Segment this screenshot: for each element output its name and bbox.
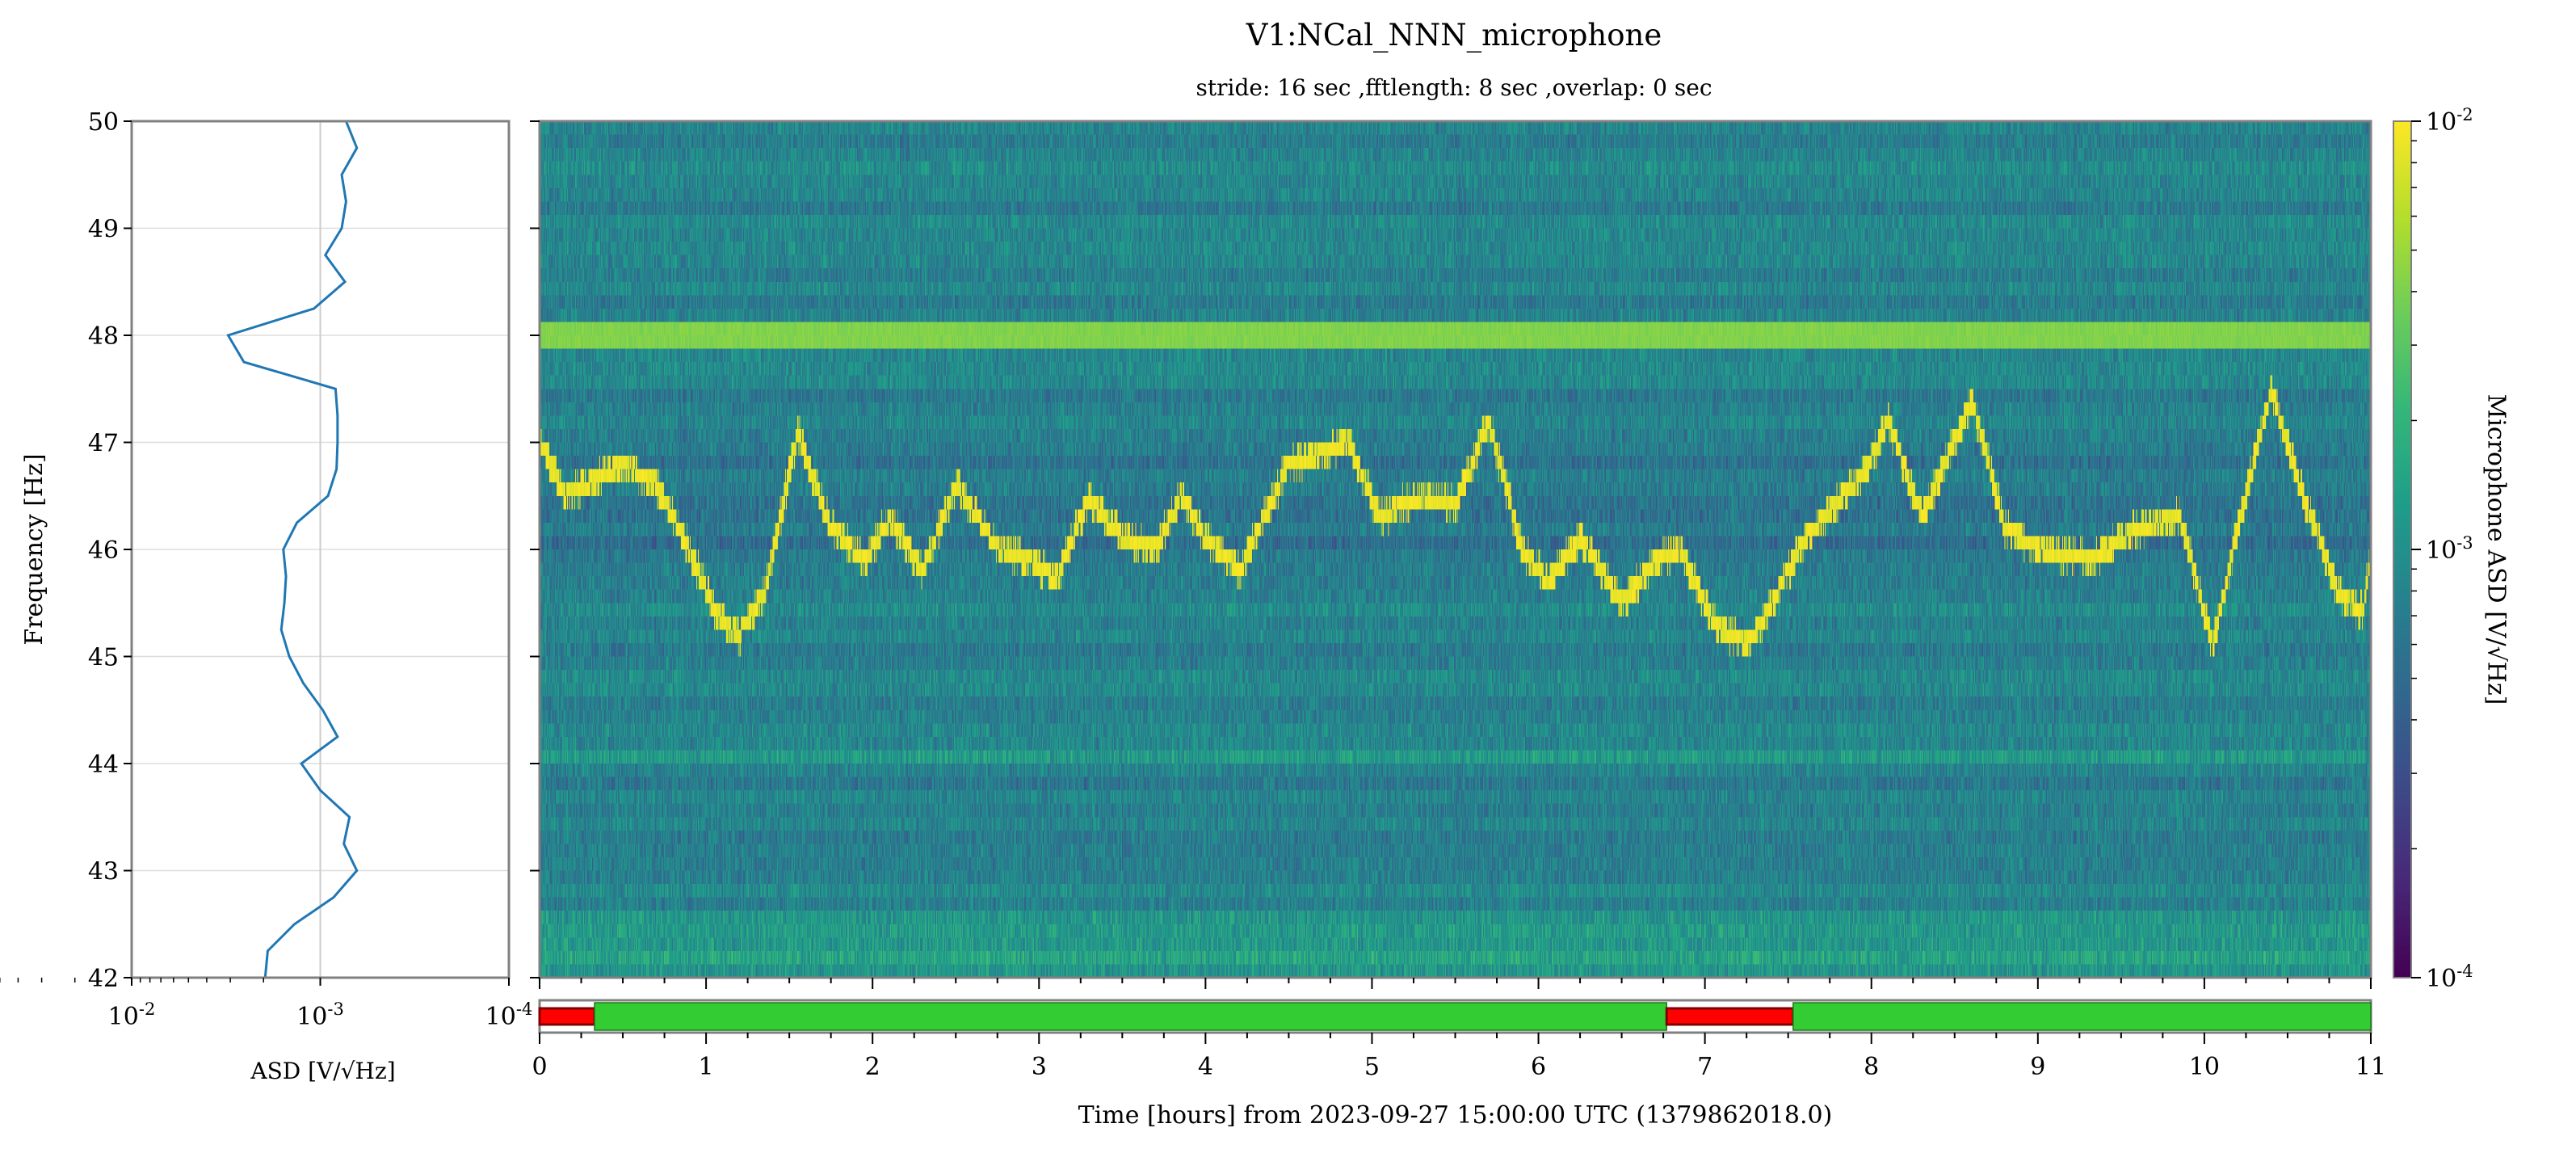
time-tick-label: 8	[1864, 1053, 1879, 1081]
segment-on	[594, 1002, 1667, 1031]
y-tick-label: 47	[88, 430, 119, 458]
y-tick-label: 43	[88, 858, 119, 886]
y-tick-label: 44	[88, 751, 119, 779]
asd-xlabel: ASD [V/√Hz]	[250, 1058, 395, 1084]
y-tick-label: 42	[88, 965, 119, 993]
time-tick-label: 1	[699, 1053, 714, 1081]
time-tick-label: 9	[2030, 1053, 2045, 1081]
asd-ylabel: Frequency [Hz]	[20, 453, 48, 645]
colorbar-tick-label: 10-2	[2426, 105, 2473, 137]
colorbar	[2393, 121, 2411, 978]
time-tick-label: 10	[2189, 1053, 2220, 1081]
y-tick-label: 45	[88, 644, 119, 672]
x-tick-label: 10-4	[485, 999, 533, 1031]
asd-line	[226, 120, 359, 978]
segment-off	[538, 1007, 596, 1026]
time-xlabel: Time [hours] from 2023-09-27 15:00:00 UT…	[1078, 1101, 1833, 1130]
x-tick-label: 10-3	[296, 999, 344, 1031]
spectrogram-heatmap	[540, 121, 2371, 978]
colorbar-tick-label: 10-3	[2426, 533, 2473, 565]
time-tick-label: 7	[1697, 1053, 1712, 1081]
y-tick-label: 48	[88, 322, 119, 351]
time-tick-label: 0	[532, 1053, 547, 1081]
chart-title: V1:NCal_NNN_microphone	[1246, 18, 1662, 53]
time-tick-label: 4	[1198, 1053, 1213, 1081]
time-tick-label: 6	[1531, 1053, 1546, 1081]
colorbar-tick-label: 10-4	[2426, 962, 2473, 993]
segment-on	[1792, 1002, 2372, 1031]
y-tick-label: 49	[88, 216, 119, 244]
y-tick-label: 46	[88, 537, 119, 565]
chart-subtitle: stride: 16 sec ,fftlength: 8 sec ,overla…	[1196, 74, 1712, 101]
colorbar-frame	[2393, 120, 2412, 978]
time-tick-label: 11	[2355, 1053, 2386, 1081]
time-tick-label: 5	[1364, 1053, 1380, 1081]
time-tick-label: 3	[1032, 1053, 1047, 1081]
y-tick-label: 50	[88, 108, 119, 137]
segment-off	[1665, 1007, 1795, 1026]
spectrogram-frame	[538, 120, 2372, 979]
time-tick-label: 2	[865, 1053, 880, 1081]
x-tick-label: 10-2	[108, 999, 156, 1031]
